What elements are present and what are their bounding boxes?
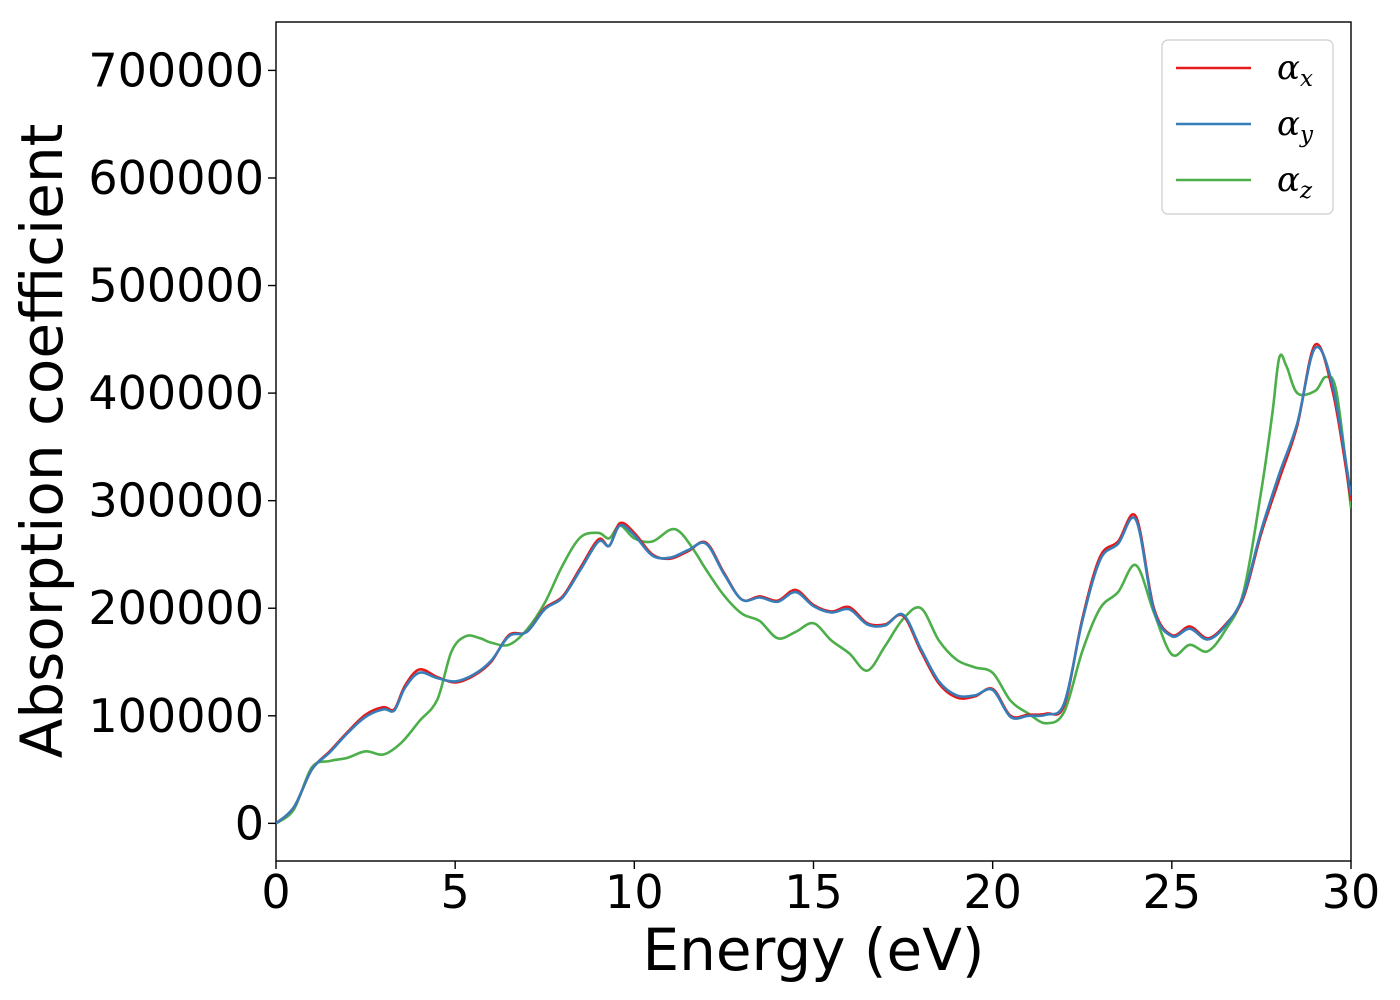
legend-label-alpha-z: αz <box>1277 160 1313 204</box>
legend-label-subscript: z <box>1299 178 1313 204</box>
legend-label-alpha-x: αx <box>1277 48 1313 92</box>
x-tick-label: 30 <box>1322 865 1381 919</box>
y-tick-label: 700000 <box>88 43 264 97</box>
y-tick-label: 0 <box>235 796 264 850</box>
y-tick-label: 600000 <box>88 151 264 205</box>
legend-label-symbol: α <box>1277 160 1300 200</box>
x-tick-label: 15 <box>784 865 843 919</box>
series-line-alpha-z <box>276 353 1351 825</box>
y-tick-label: 500000 <box>88 259 264 313</box>
x-tick-label: 0 <box>261 865 290 919</box>
legend-label-symbol: α <box>1277 48 1300 88</box>
x-axis: 0 5 10 15 20 25 30 <box>261 861 1380 919</box>
y-tick-label: 100000 <box>88 689 264 743</box>
y-tick-label: 200000 <box>88 581 264 635</box>
legend-label-alpha-y: αy <box>1277 104 1314 148</box>
series-layer <box>276 342 1351 825</box>
y-axis-label: Absorption coefficient <box>8 124 76 759</box>
y-tick-label: 400000 <box>88 366 264 420</box>
legend-label-subscript: y <box>1299 122 1314 148</box>
series-line-alpha-y <box>276 345 1351 825</box>
x-tick-label: 20 <box>963 865 1022 919</box>
legend-box <box>1161 39 1334 215</box>
legend-label-subscript: x <box>1300 66 1313 92</box>
y-tick-label: 300000 <box>88 474 264 528</box>
legend-label-symbol: α <box>1277 104 1300 144</box>
y-axis: 0 100000 200000 300000 400000 500000 600000 700… <box>88 43 276 850</box>
series-line-alpha-x <box>276 342 1351 825</box>
x-axis-label: Energy (eV) <box>642 916 984 984</box>
x-tick-label: 10 <box>605 865 664 919</box>
x-tick-label: 25 <box>1143 865 1202 919</box>
x-tick-label: 5 <box>441 865 470 919</box>
